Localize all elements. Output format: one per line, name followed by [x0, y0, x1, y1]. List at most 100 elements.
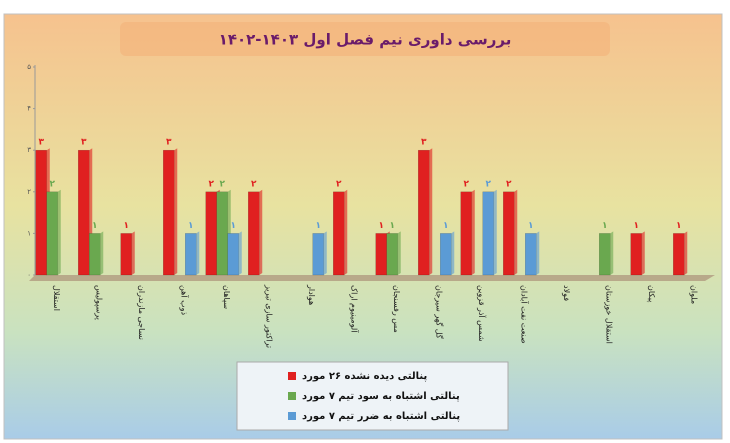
value-label: ۱	[124, 221, 130, 231]
legend-swatch	[288, 392, 296, 400]
bar	[120, 233, 132, 276]
y-tick-label: ۰	[27, 271, 31, 279]
legend-swatch	[288, 372, 296, 380]
value-label: ۱	[676, 221, 682, 231]
bar	[205, 191, 217, 276]
value-label: ۲	[50, 179, 56, 189]
legend-label: پنالتی اشتباه به سود تیم ۷ مورد	[302, 391, 460, 402]
bar	[78, 149, 90, 276]
bar-side	[100, 231, 104, 275]
bar-side	[514, 189, 518, 275]
x-tick-label: پیکان	[647, 285, 656, 302]
bar	[673, 233, 685, 276]
y-tick-label: ۵	[27, 63, 31, 71]
y-tick-label: ۴	[27, 105, 31, 113]
value-label: ۱	[634, 221, 640, 231]
bar-side	[238, 231, 242, 275]
bar	[440, 233, 452, 276]
legend-label: پنالتی اشتباه به ضرر تیم ۷ مورد	[302, 411, 460, 422]
bar	[35, 149, 47, 276]
bar-side	[429, 148, 433, 275]
bar-side	[57, 189, 61, 275]
bar-side	[397, 231, 401, 275]
x-tick-label: تراکتور سازی تبریز	[264, 284, 273, 348]
bar-side	[493, 189, 497, 275]
value-label: ۲	[220, 179, 226, 189]
value-label: ۲	[464, 179, 470, 189]
bar	[248, 191, 260, 276]
bar-side	[131, 231, 135, 275]
y-tick-label: ۳	[27, 146, 31, 154]
x-tick-label: نساجی مازندران	[137, 285, 146, 340]
bar-side	[610, 231, 614, 275]
x-tick-label: استقلال خوزستان	[604, 285, 613, 344]
bar	[46, 191, 58, 276]
title-banner	[120, 22, 610, 56]
value-label: ۲	[486, 179, 492, 189]
x-tick-label: شمس آذر قزوین	[477, 285, 487, 342]
bar-side	[174, 148, 178, 275]
x-tick-label: ذوب آهن	[179, 285, 189, 315]
bar	[227, 233, 239, 276]
x-tick-label: گل گهر سیرجان	[434, 285, 444, 339]
bar-side	[641, 231, 645, 275]
legend	[236, 361, 509, 431]
bar-side	[684, 231, 688, 275]
bar	[503, 191, 515, 276]
bar-side	[196, 231, 200, 275]
bar	[216, 191, 228, 276]
bar	[525, 233, 537, 276]
bar	[163, 149, 175, 276]
legend-label: پنالتی دیده نشده ۲۶ مورد	[302, 371, 427, 382]
x-tick-label: آلومینیوم اراک	[349, 285, 359, 333]
x-tick-label: پرسپولیس	[94, 285, 103, 320]
x-tick-label: سپاهان	[222, 285, 231, 309]
value-label: ۳	[166, 138, 172, 148]
bar	[333, 191, 345, 276]
y-tick-label: ۲	[27, 188, 31, 196]
bar	[89, 233, 101, 276]
bar	[482, 191, 494, 276]
x-tick-label: ملوان	[689, 285, 698, 304]
chart-title: بررسی داوری نیم فصل اول ۱۴۰۳-۱۴۰۲	[219, 31, 512, 49]
x-tick-label: استقلال	[52, 285, 61, 311]
value-label: ۱	[231, 221, 237, 231]
bar	[375, 233, 387, 276]
bar-side	[344, 189, 348, 275]
bar	[185, 233, 197, 276]
value-label: ۳	[81, 138, 87, 148]
value-label: ۲	[209, 179, 215, 189]
x-tick-label: فولاد	[562, 285, 571, 301]
y-tick-label: ۱	[27, 229, 31, 237]
bar	[418, 149, 430, 276]
value-label: ۱	[602, 221, 608, 231]
value-label: ۲	[251, 179, 257, 189]
value-label: ۱	[188, 221, 194, 231]
bar-side	[536, 231, 540, 275]
x-tick-label: مس رفسنجان	[392, 285, 401, 333]
value-label: ۲	[506, 179, 512, 189]
plot-floor	[29, 275, 715, 281]
value-label: ۱	[92, 221, 98, 231]
value-label: ۱	[390, 221, 396, 231]
value-label: ۱	[379, 221, 385, 231]
bar-side	[323, 231, 327, 275]
bar-side	[471, 189, 475, 275]
value-label: ۱	[528, 221, 534, 231]
value-label: ۳	[421, 138, 427, 148]
bar	[630, 233, 642, 276]
x-tick-label: صنعت نفت آبادان	[519, 285, 529, 344]
bar	[312, 233, 324, 276]
bar	[599, 233, 611, 276]
bar-side	[451, 231, 455, 275]
legend-swatch	[288, 412, 296, 420]
bar-side	[259, 189, 263, 275]
value-label: ۱	[316, 221, 322, 231]
value-label: ۱	[443, 221, 449, 231]
bar	[460, 191, 472, 276]
value-label: ۳	[39, 138, 45, 148]
bar	[386, 233, 398, 276]
x-tick-label: هوادار	[307, 284, 316, 305]
value-label: ۲	[336, 179, 342, 189]
